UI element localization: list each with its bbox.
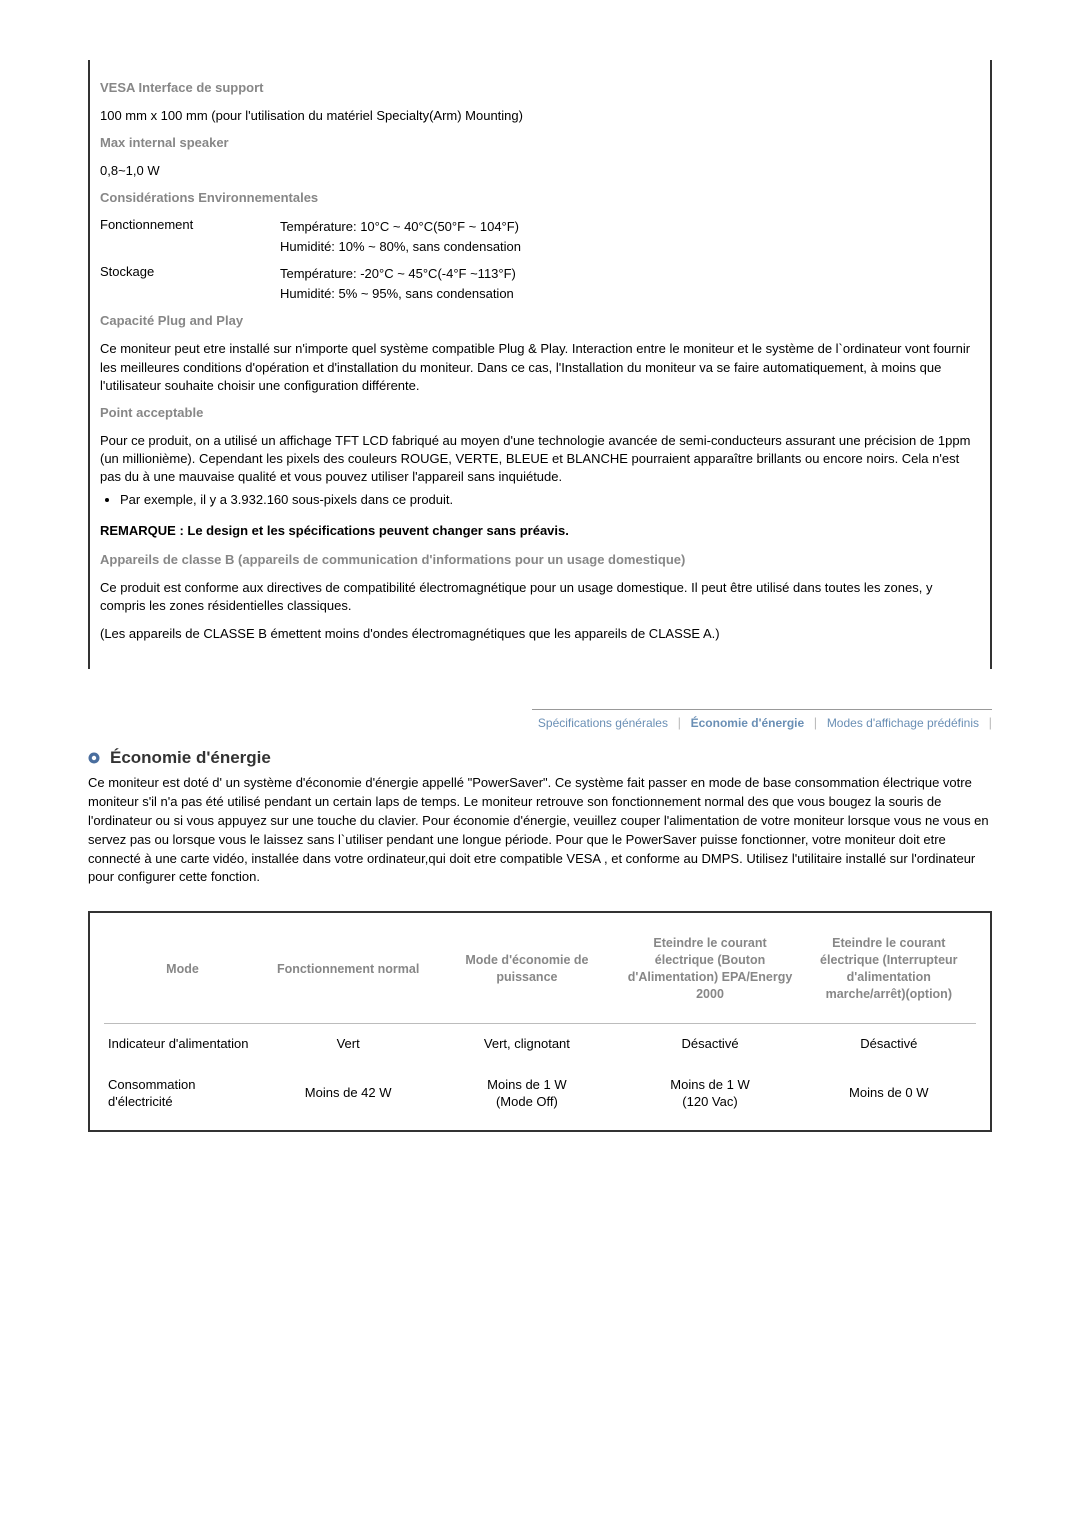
pnp-text: Ce moniteur peut etre installé sur n'imp…: [100, 340, 980, 395]
eco-heading-row: Économie d'énergie: [88, 748, 992, 768]
point-heading: Point acceptable: [100, 405, 980, 420]
pnp-heading: Capacité Plug and Play: [100, 313, 980, 328]
point-bullet-list: Par exemple, il y a 3.932.160 sous-pixel…: [100, 491, 980, 509]
classb-text: Ce produit est conforme aux directives d…: [100, 579, 980, 615]
th-off-switch: Eteindre le courant électrique (Interrup…: [802, 925, 976, 1023]
env-storage-row: Stockage Température: -20°C ~ 45°C(-4°F …: [100, 264, 980, 303]
env-storage-val: Température: -20°C ~ 45°C(-4°F ~113°F)Hu…: [280, 264, 980, 303]
th-eco: Mode d'économie de puissance: [435, 925, 618, 1023]
table-header-row: Mode Fonctionnement normal Mode d'économ…: [104, 925, 976, 1023]
speaker-heading: Max internal speaker: [100, 135, 980, 150]
row-label: Consommation d'électricité: [104, 1065, 261, 1123]
cell: Moins de 1 W(120 Vac): [618, 1065, 801, 1123]
tab-energy[interactable]: Économie d'énergie: [685, 716, 811, 730]
vesa-text: 100 mm x 100 mm (pour l'utilisation du m…: [100, 107, 980, 125]
spec-box: VESA Interface de support 100 mm x 100 m…: [88, 60, 992, 669]
tab-sep-icon: |: [814, 715, 817, 730]
tab-sep-icon: |: [989, 715, 992, 730]
eco-table-box: Mode Fonctionnement normal Mode d'économ…: [88, 911, 992, 1132]
point-text: Pour ce produit, on a utilisé un afficha…: [100, 432, 980, 509]
eco-paragraph: Ce moniteur est doté d' un système d'éco…: [88, 774, 992, 887]
env-storage-label: Stockage: [100, 264, 280, 303]
cell: Moins de 42 W: [261, 1065, 435, 1123]
tab-bar: Spécifications générales | Économie d'én…: [88, 709, 992, 730]
tab-preset[interactable]: Modes d'affichage prédéfinis: [821, 716, 985, 730]
speaker-text: 0,8~1,0 W: [100, 162, 980, 180]
env-operation-row: Fonctionnement Température: 10°C ~ 40°C(…: [100, 217, 980, 256]
tab-general[interactable]: Spécifications générales: [532, 716, 674, 730]
remark-text: REMARQUE : Le design et les spécificatio…: [100, 523, 980, 538]
cell: Désactivé: [802, 1023, 976, 1064]
th-mode: Mode: [104, 925, 261, 1023]
table-row: Indicateur d'alimentation Vert Vert, cli…: [104, 1023, 976, 1064]
vesa-heading: VESA Interface de support: [100, 80, 980, 95]
point-bullet-item: Par exemple, il y a 3.932.160 sous-pixel…: [120, 491, 980, 509]
cell: Moins de 0 W: [802, 1065, 976, 1123]
cell: Moins de 1 W(Mode Off): [435, 1065, 618, 1123]
classb-note: (Les appareils de CLASSE B émettent moin…: [100, 625, 980, 643]
env-heading: Considérations Environnementales: [100, 190, 980, 205]
cell: Vert: [261, 1023, 435, 1064]
env-operation-label: Fonctionnement: [100, 217, 280, 256]
th-off-button: Eteindre le courant électrique (Bouton d…: [618, 925, 801, 1023]
cell: Désactivé: [618, 1023, 801, 1064]
cell: Vert, clignotant: [435, 1023, 618, 1064]
th-normal: Fonctionnement normal: [261, 925, 435, 1023]
table-row: Consommation d'électricité Moins de 42 W…: [104, 1065, 976, 1123]
row-label: Indicateur d'alimentation: [104, 1023, 261, 1064]
bullet-dot-icon: [88, 752, 100, 764]
eco-title: Économie d'énergie: [110, 748, 271, 768]
eco-table: Mode Fonctionnement normal Mode d'économ…: [104, 925, 976, 1122]
tab-sep-icon: |: [678, 715, 681, 730]
env-operation-val: Température: 10°C ~ 40°C(50°F ~ 104°F)Hu…: [280, 217, 980, 256]
classb-heading: Appareils de classe B (appareils de comm…: [100, 552, 980, 567]
point-text-body: Pour ce produit, on a utilisé un afficha…: [100, 433, 970, 484]
